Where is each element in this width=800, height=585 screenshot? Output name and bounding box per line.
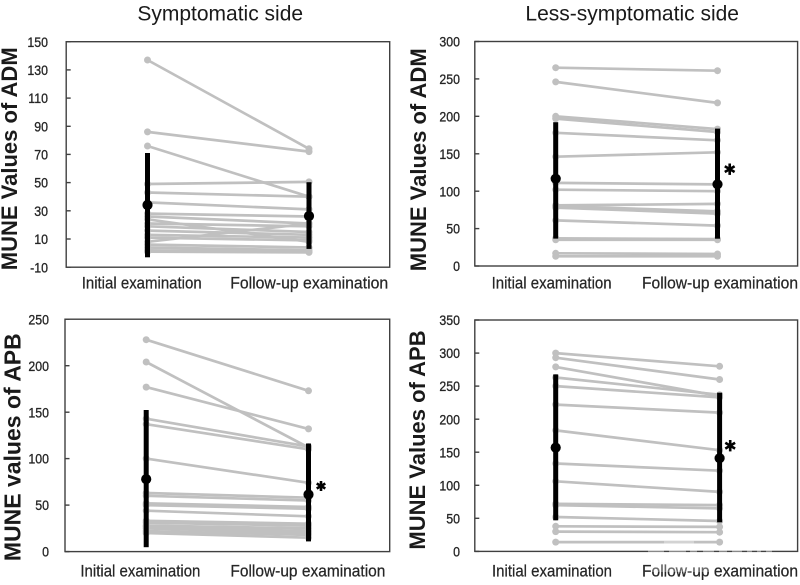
svg-text:30: 30 bbox=[34, 203, 48, 219]
svg-text:70: 70 bbox=[34, 147, 48, 163]
svg-text:150: 150 bbox=[28, 404, 49, 420]
svg-text:Initial examination: Initial examination bbox=[492, 561, 612, 580]
svg-text:200: 200 bbox=[28, 358, 49, 374]
svg-text:MUNE Values of ADM: MUNE Values of ADM bbox=[406, 48, 431, 271]
svg-text:110: 110 bbox=[28, 90, 48, 106]
svg-text:250: 250 bbox=[439, 378, 460, 394]
svg-text:50: 50 bbox=[35, 497, 49, 513]
svg-text:200: 200 bbox=[439, 411, 460, 427]
svg-text:250: 250 bbox=[28, 311, 49, 327]
svg-text:300: 300 bbox=[439, 345, 460, 361]
svg-text:130: 130 bbox=[27, 62, 48, 78]
svg-text:90: 90 bbox=[34, 118, 48, 134]
svg-text:MUNE Values of APB: MUNE Values of APB bbox=[405, 330, 430, 549]
svg-text:150: 150 bbox=[439, 444, 460, 460]
svg-text:350: 350 bbox=[439, 312, 460, 328]
svg-text:Follow-up examination: Follow-up examination bbox=[230, 561, 385, 580]
svg-text:Initial examination: Initial examination bbox=[492, 273, 612, 292]
svg-text:MUNE values of APB: MUNE values of APB bbox=[0, 333, 26, 561]
svg-text:Initial examination: Initial examination bbox=[80, 561, 200, 580]
svg-text:Follow-up examination: Follow-up examination bbox=[230, 273, 388, 292]
svg-text:-10: -10 bbox=[30, 259, 48, 275]
svg-text:Initial examination: Initial examination bbox=[82, 273, 202, 292]
svg-text:0: 0 bbox=[42, 544, 49, 560]
svg-text:50: 50 bbox=[34, 175, 48, 191]
svg-text:100: 100 bbox=[28, 451, 49, 467]
svg-text:MUNE Values of ADM: MUNE Values of ADM bbox=[0, 47, 22, 270]
svg-text:200: 200 bbox=[439, 108, 460, 124]
svg-text:150: 150 bbox=[27, 34, 48, 50]
svg-text:Follow-up examination: Follow-up examination bbox=[642, 273, 798, 292]
svg-text:150: 150 bbox=[439, 146, 460, 162]
svg-text:0: 0 bbox=[453, 544, 460, 560]
svg-text:Symptomatic side: Symptomatic side bbox=[137, 3, 303, 26]
svg-text:250: 250 bbox=[439, 71, 460, 87]
svg-text:300: 300 bbox=[439, 34, 460, 50]
svg-text:Less-symptomatic side: Less-symptomatic side bbox=[525, 3, 739, 26]
svg-text:50: 50 bbox=[446, 510, 460, 526]
svg-text:100: 100 bbox=[439, 477, 460, 493]
svg-text:100: 100 bbox=[439, 183, 460, 199]
svg-text:50: 50 bbox=[446, 221, 460, 237]
svg-text:Follow-up examination: Follow-up examination bbox=[642, 561, 798, 580]
svg-text:10: 10 bbox=[34, 231, 48, 247]
svg-text:0: 0 bbox=[453, 258, 460, 274]
